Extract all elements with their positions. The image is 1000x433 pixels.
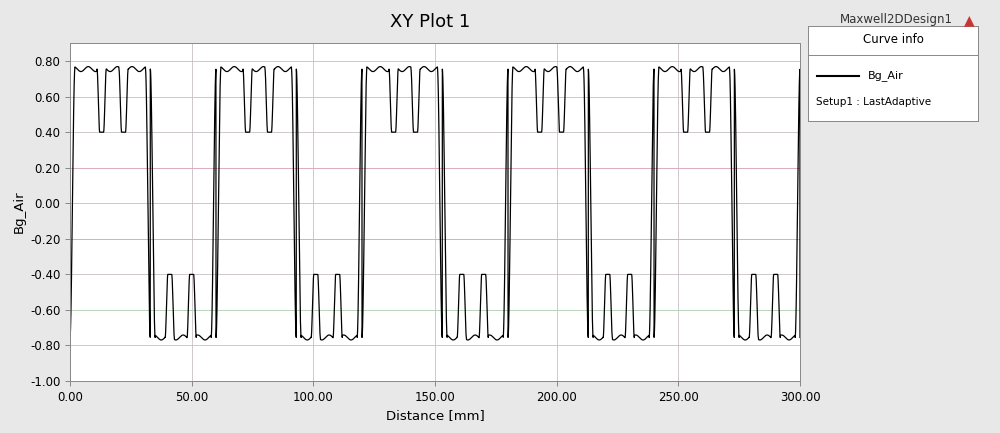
Text: Setup1 : LastAdaptive: Setup1 : LastAdaptive	[816, 97, 932, 107]
Text: Bg_Air: Bg_Air	[868, 70, 903, 81]
Text: Curve info: Curve info	[863, 33, 923, 46]
Y-axis label: Bg_Air: Bg_Air	[13, 191, 26, 233]
Text: XY Plot 1: XY Plot 1	[390, 13, 470, 31]
X-axis label: Distance [mm]: Distance [mm]	[386, 409, 484, 422]
Text: Maxwell2DDesign1: Maxwell2DDesign1	[840, 13, 953, 26]
Text: ▲: ▲	[964, 13, 975, 27]
